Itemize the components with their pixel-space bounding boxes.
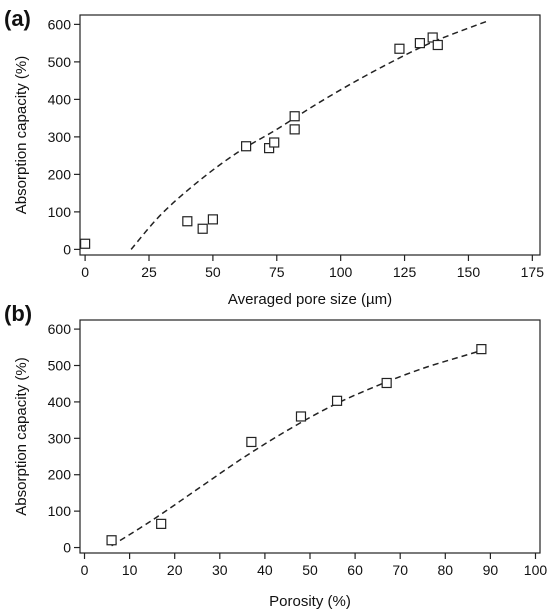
data-point-a (394, 43, 405, 54)
y-tick-label-a: 600 (48, 16, 72, 32)
x-axis-title-b: Porosity (%) (269, 593, 351, 610)
y-tick-label-a: 500 (48, 54, 72, 70)
x-tick-label-a: 175 (521, 264, 545, 280)
y-tick-label-b: 600 (48, 321, 72, 337)
data-point-b (106, 535, 117, 546)
x-tick-label-b: 20 (167, 562, 183, 578)
y-tick-label-a: 300 (48, 129, 72, 145)
data-point-b (156, 518, 167, 529)
x-tick-label-a: 0 (81, 264, 89, 280)
x-tick-label-a: 100 (329, 264, 353, 280)
x-tick-label-b: 60 (347, 562, 363, 578)
data-point-a (289, 111, 300, 122)
data-point-b (381, 377, 392, 389)
y-tick-label-b: 500 (48, 358, 72, 374)
x-tick-label-b: 50 (302, 562, 318, 578)
data-point-a (414, 38, 425, 49)
y-tick-label-a: 400 (48, 91, 72, 107)
y-axis-title-b: Absorption capacity (%) (13, 357, 30, 515)
x-tick-label-b: 100 (524, 562, 548, 578)
x-tick-label-b: 30 (212, 562, 228, 578)
data-point-a (289, 124, 300, 135)
x-tick-label-a: 50 (205, 264, 221, 280)
y-tick-label-a: 100 (48, 204, 72, 220)
data-point-a (269, 137, 280, 148)
data-point-a (197, 223, 208, 234)
x-tick-label-a: 150 (457, 264, 481, 280)
x-tick-label-b: 40 (257, 562, 273, 578)
x-tick-label-a: 25 (141, 264, 157, 280)
data-point-a (432, 39, 443, 51)
data-point-a (182, 216, 193, 227)
y-tick-label-a: 200 (48, 166, 72, 182)
panel-label-b: (b) (4, 301, 32, 326)
data-point-b (246, 436, 257, 448)
y-tick-label-b: 300 (48, 430, 72, 446)
y-tick-label-b: 0 (63, 540, 71, 556)
panel-label-a: (a) (4, 6, 31, 31)
x-tick-label-b: 80 (438, 562, 454, 578)
fit-curve-b (111, 348, 487, 547)
x-tick-label-a: 125 (393, 264, 417, 280)
y-axis-title-a: Absorption capacity (%) (13, 56, 30, 214)
data-point-a (427, 32, 438, 43)
data-point-b (295, 411, 307, 422)
x-tick-label-b: 10 (122, 562, 138, 578)
fit-curve-a (130, 19, 490, 250)
data-point-a (80, 238, 91, 249)
y-tick-label-b: 100 (48, 503, 72, 519)
data-point-a (207, 214, 218, 225)
chart-panel-b: (b) 0 10 20 30 40 50 60 70 80 90 100 0 100 200 300 400 50… (4, 301, 547, 610)
plot-frame-b (79, 319, 541, 554)
x-tick-label-b: 90 (483, 562, 499, 578)
x-tick-label-b: 0 (81, 562, 89, 578)
x-tick-label-b: 70 (392, 562, 408, 578)
data-point-a (241, 141, 252, 152)
data-point-a (264, 143, 275, 154)
x-tick-label-a: 75 (269, 264, 285, 280)
plot-frame-a (79, 14, 541, 256)
y-tick-label-b: 400 (48, 394, 72, 410)
y-tick-label-b: 200 (48, 467, 72, 483)
chart-panel-a: (a) 0 25 50 75 100 125 150 175 0 100 200 300 400 500 60… (4, 6, 544, 308)
x-axis-title-a: Averaged pore size (µm) (228, 291, 392, 308)
y-tick-label-a: 0 (63, 241, 71, 257)
data-point-b (476, 344, 487, 355)
data-point-b (331, 395, 343, 406)
